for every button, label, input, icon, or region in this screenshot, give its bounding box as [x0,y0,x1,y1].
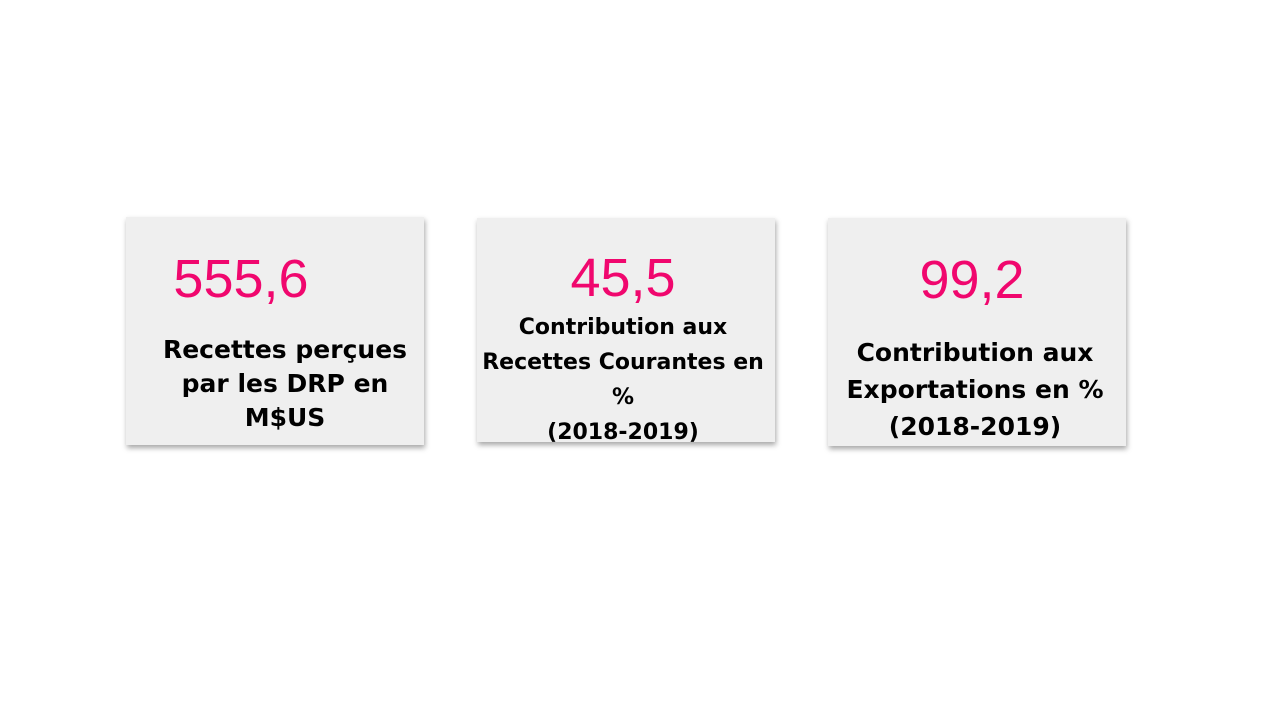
kpi-value: 555,6 [173,249,309,309]
kpi-value: 45,5 [570,248,676,308]
kpi-value: 99,2 [919,250,1025,310]
kpi-label: Contribution aux Exportations en % (2018… [846,338,1104,441]
kpi-card-recettes: 555,6 Recettes perçues par les DRP en M$… [126,217,424,445]
kpi-label: Contribution aux Recettes Courantes en %… [482,315,764,445]
kpi-card-exportations: 99,2 Contribution aux Exportations en % … [828,218,1126,446]
kpi-label: Recettes perçues par les DRP en M$US [162,335,408,432]
kpi-card-recettes-courantes: 45,5 Contribution aux Recettes Courantes… [477,218,775,445]
